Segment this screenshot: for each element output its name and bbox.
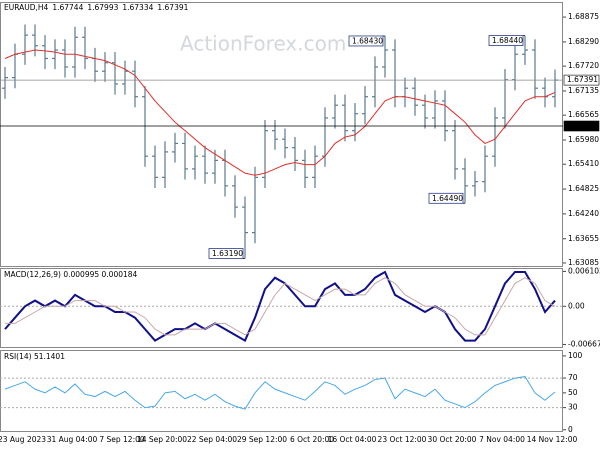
annotation-label: 1.68430: [352, 36, 383, 45]
x-tick-label: 7 Sep 12:00: [99, 435, 145, 444]
indicator-line: [5, 277, 556, 336]
y-tick-label: 100: [568, 351, 583, 360]
y-tick-label: 1.64240: [568, 209, 599, 218]
header-item: 1.67744: [52, 3, 83, 12]
y-tick-label: 1.66565: [568, 110, 599, 119]
x-tick-label: 23 Aug 2023: [0, 435, 46, 444]
annotation-label: 1.63190: [212, 249, 243, 258]
header-item: EURAUD,H4: [4, 3, 49, 12]
annotation-label: 1.68440: [492, 36, 523, 45]
x-tick-label: 31 Aug 04:00: [47, 435, 98, 444]
y-tick-label: 1.68875: [568, 12, 599, 21]
y-tick-label: 1.63655: [568, 234, 599, 243]
y-tick-label: 1.64825: [568, 184, 599, 193]
header-item: 1.67334: [122, 3, 153, 12]
x-tick-label: 22 Sep 04:00: [187, 435, 237, 444]
indicator-line: [4, 376, 556, 410]
x-tick-label: 6 Oct 20:00: [290, 435, 334, 444]
x-tick-label: 23 Oct 12:00: [378, 435, 427, 444]
x-tick-label: 16 Oct 04:00: [328, 435, 377, 444]
y-tick-label: 1.67720: [568, 61, 599, 70]
annotation-box: [208, 248, 244, 259]
y-tick-label: 0: [568, 425, 573, 434]
annotation-label: 1.64490: [432, 194, 463, 203]
y-tick-label: 1.65980: [568, 135, 599, 144]
current-price-label: 1.67391: [567, 75, 598, 84]
level-box: [563, 120, 600, 132]
header-item: 1.67993: [87, 3, 118, 12]
y-tick-label: 1.67135: [568, 86, 599, 95]
x-tick-label: 29 Sep 12:00: [237, 435, 287, 444]
x-tick-label: 14 Sep 20:00: [137, 435, 187, 444]
x-tick-label: 30 Oct 20:00: [428, 435, 477, 444]
panel-frame: [0, 350, 563, 432]
y-tick-label: 1.65410: [568, 159, 599, 168]
y-tick-label: 30: [568, 403, 578, 412]
panel-title: MACD(12,26,9) 0.000995 0.000184: [4, 270, 138, 279]
level-label: 1.66310: [567, 121, 598, 130]
y-tick-label: 0.00: [568, 301, 585, 310]
indicator-line: [4, 270, 556, 342]
annotation-box: [348, 35, 384, 47]
y-tick-label: 0.006103: [568, 266, 600, 275]
annotation-box: [488, 35, 524, 46]
y-tick-label: -0.006679: [568, 339, 600, 348]
current-price-box: [563, 74, 600, 86]
moving-average: [4, 49, 556, 176]
y-tick-label: 1.68290: [568, 37, 599, 46]
x-tick-label: 14 Nov 12:00: [527, 435, 578, 444]
panel-frame: [0, 2, 563, 267]
panel-title: RSI(14) 51.1401: [4, 352, 65, 361]
y-tick-label: 50: [568, 388, 578, 397]
watermark: ActionForex.com: [180, 32, 346, 56]
annotation-box: [428, 192, 464, 204]
y-tick-label: 1.63085: [568, 258, 599, 267]
y-tick-label: 70: [568, 373, 578, 382]
x-tick-label: 7 Nov 04:00: [479, 435, 525, 444]
chart-header: EURAUD,H4 1.67744 1.67993 1.67334 1.67391: [4, 3, 189, 12]
panel-frame: [0, 268, 563, 348]
header-item: 1.67391: [157, 3, 188, 12]
